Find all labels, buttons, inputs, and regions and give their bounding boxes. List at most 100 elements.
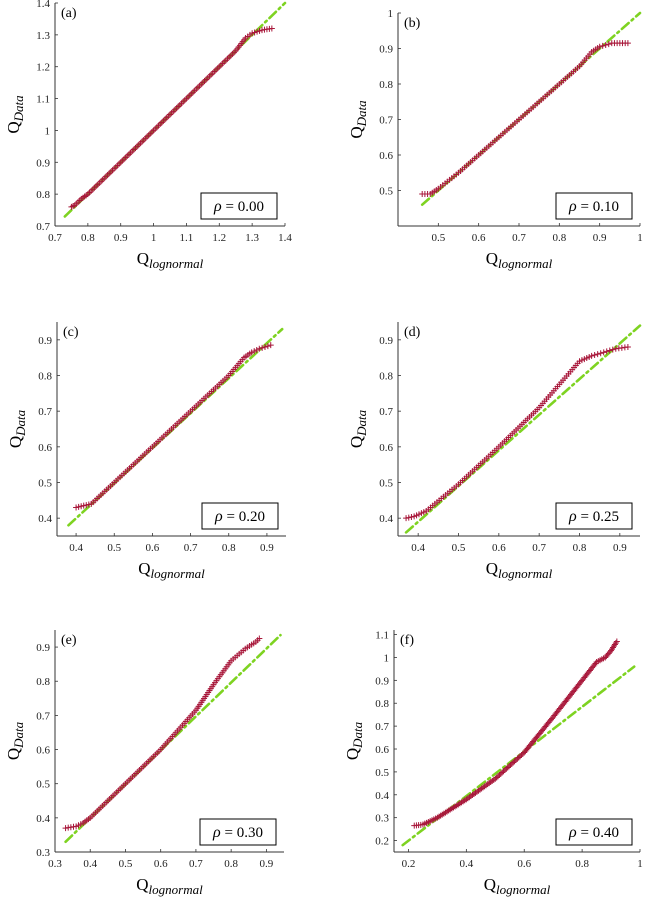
rho-value: ρ = 0.40 xyxy=(568,824,619,841)
y-axis-label: QData xyxy=(6,409,28,448)
rho-symbol: ρ xyxy=(568,508,577,525)
x-axis-label-main: Q xyxy=(137,249,149,268)
panel-label: (c) xyxy=(63,325,79,340)
x-tick-label: 0.7 xyxy=(512,232,526,244)
data-point xyxy=(500,768,507,775)
y-axis-label: QData xyxy=(4,95,26,134)
y-axis-label: QData xyxy=(347,100,369,139)
y-tick-label: 0.6 xyxy=(38,442,52,454)
data-quantile-series xyxy=(419,40,631,198)
y-tick-label: 0.8 xyxy=(36,676,50,688)
data-point xyxy=(259,344,266,351)
x-tick-label: 0.9 xyxy=(260,858,274,870)
data-point xyxy=(403,515,410,522)
x-axis-label-sub: lognormal xyxy=(149,882,204,897)
x-tick-label: 0.3 xyxy=(48,858,62,870)
data-point xyxy=(267,342,274,349)
x-tick-label: 0.9 xyxy=(114,232,128,244)
data-quantile-series xyxy=(73,342,274,511)
x-tick-label: 1 xyxy=(637,232,643,244)
x-tick-label: 0.8 xyxy=(224,858,238,870)
y-tick-label: 0.3 xyxy=(375,813,389,825)
rho-legend-box xyxy=(200,192,278,220)
rho-symbol: ρ xyxy=(212,824,221,841)
x-tick-label: 0.8 xyxy=(81,232,95,244)
data-point xyxy=(504,764,511,771)
rho-legend-box xyxy=(199,818,277,846)
data-point xyxy=(408,513,415,520)
y-axis-label-main: Q xyxy=(4,121,23,133)
x-tick-label: 0.4 xyxy=(459,858,473,870)
y-tick-label: 0.9 xyxy=(38,335,52,347)
panel-label: (d) xyxy=(404,325,421,340)
rho-symbol: ρ xyxy=(214,508,223,525)
x-tick-label: 1.3 xyxy=(245,232,259,244)
rho-legend-box xyxy=(555,502,633,530)
y-axis-label-sub: Data xyxy=(11,721,26,749)
y-axis-label-main: Q xyxy=(6,436,25,448)
x-tick-label: 0.7 xyxy=(184,542,198,554)
y-tick-label: 0.5 xyxy=(379,186,393,198)
data-point xyxy=(264,343,271,350)
y-tick-label: 0.5 xyxy=(38,478,52,490)
data-point xyxy=(591,351,598,358)
data-point xyxy=(518,751,525,758)
x-axis-label-sub: lognormal xyxy=(149,256,204,271)
y-tick-label: 0.6 xyxy=(379,150,393,162)
rho-number: = 0.40 xyxy=(577,825,619,841)
rho-number: = 0.10 xyxy=(577,199,619,215)
data-point xyxy=(78,503,85,510)
y-tick-label: 0.9 xyxy=(36,157,50,169)
x-tick-label: 0.5 xyxy=(431,232,445,244)
rho-number: = 0.20 xyxy=(223,509,265,525)
rho-symbol: ρ xyxy=(568,198,577,215)
reference-line xyxy=(404,324,642,534)
x-tick-label: 0.9 xyxy=(593,232,607,244)
rho-value: ρ = 0.30 xyxy=(212,824,263,841)
data-point xyxy=(499,769,506,776)
y-tick-label: 0.4 xyxy=(379,513,393,525)
x-tick-label: 0.8 xyxy=(222,542,236,554)
x-axis-label: Qlognormal xyxy=(136,875,203,897)
x-tick-label: 0.6 xyxy=(154,858,168,870)
y-tick-label: 0.7 xyxy=(379,406,393,418)
data-point xyxy=(512,756,519,763)
data-point xyxy=(253,346,260,353)
rho-value: ρ = 0.20 xyxy=(214,508,265,525)
data-point xyxy=(609,346,616,353)
data-point xyxy=(501,766,508,773)
x-axis-label: Qlognormal xyxy=(486,249,553,271)
y-tick-label: 0.8 xyxy=(379,371,393,383)
data-point xyxy=(496,772,503,779)
y-axis-label-main: Q xyxy=(4,748,23,760)
x-tick-label: 0.6 xyxy=(517,858,531,870)
qq-panel-f: 0.2 0.4 0.6 0.8 1 0.2 0.3 0.4 0.5 0.6 0.7 0.8 0.9 1 1.… xyxy=(343,630,643,897)
y-tick-label: 0.5 xyxy=(36,779,50,791)
x-tick-label: 0.9 xyxy=(613,542,627,554)
x-axis-label-sub: lognormal xyxy=(496,882,551,897)
y-tick-label: 1.1 xyxy=(375,630,389,642)
rho-legend-box xyxy=(555,192,633,220)
rho-symbol: ρ xyxy=(213,198,222,215)
data-point xyxy=(624,40,631,47)
y-tick-label: 1.3 xyxy=(36,30,50,42)
rho-number: = 0.30 xyxy=(221,825,263,841)
data-point xyxy=(600,349,607,356)
x-axis-label-main: Q xyxy=(138,559,150,578)
y-tick-label: 0.7 xyxy=(375,721,389,733)
data-point xyxy=(248,349,255,356)
data-point xyxy=(602,41,609,48)
x-tick-label: 0.8 xyxy=(575,858,589,870)
x-tick-label: 0.6 xyxy=(472,232,486,244)
y-tick-label: 0.9 xyxy=(36,642,50,654)
data-point xyxy=(503,765,510,772)
y-axis-label: QData xyxy=(347,409,369,448)
y-tick-label: 0.5 xyxy=(375,767,389,779)
data-point xyxy=(495,773,502,780)
y-axis-label-sub: Data xyxy=(13,409,28,437)
data-point xyxy=(251,348,258,355)
x-tick-label: 0.5 xyxy=(452,542,466,554)
y-tick-label: 0.7 xyxy=(38,406,52,418)
x-tick-label: 0.9 xyxy=(260,542,274,554)
y-tick-label: 0.5 xyxy=(379,478,393,490)
